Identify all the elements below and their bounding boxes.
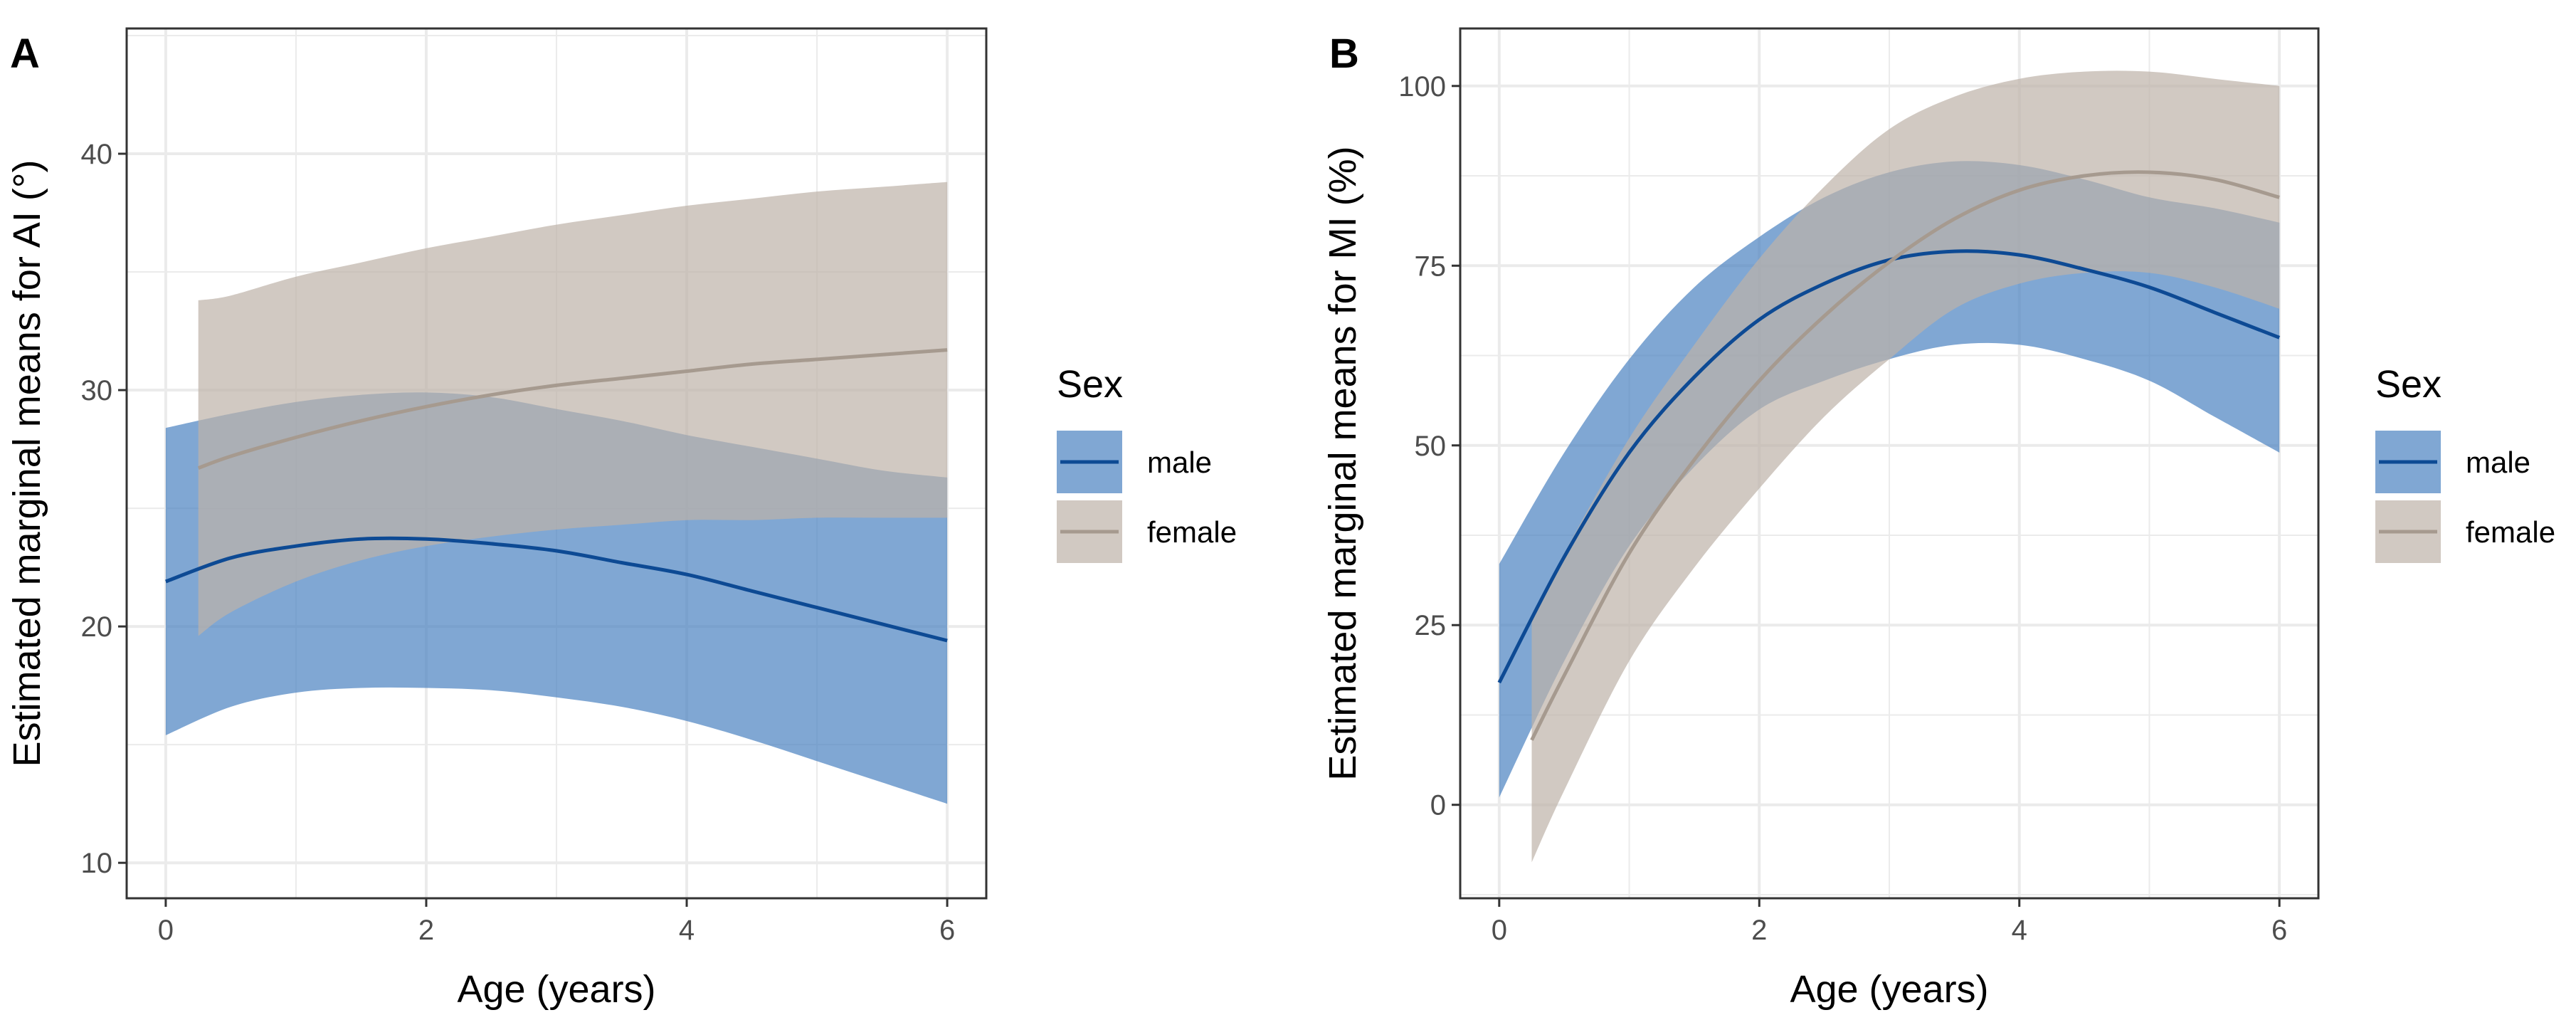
panel-a-legend-label-male: male	[1147, 446, 1212, 479]
y-tick-label: 100	[1398, 71, 1446, 102]
panel-a-letter: A	[10, 31, 40, 77]
panel-b-female-line	[1530, 170, 2280, 741]
panel-b-letter: B	[1329, 31, 1359, 77]
panel-b-border	[1459, 27, 2320, 900]
panel-b-x-ticks: 0 2 4 6	[1492, 898, 2287, 946]
x-tick-label: 0	[1492, 915, 1507, 946]
y-tick-label: 40	[81, 139, 113, 170]
panel-a: A 0 2 4 6 10 20 30 40 Age (years) Estimated ma…	[6, 27, 1237, 1011]
panel-b-legend-label-female: female	[2466, 515, 2555, 549]
x-tick-label: 0	[158, 915, 174, 946]
panel-b-legend-key-female	[2375, 500, 2441, 563]
y-tick-label: 0	[1430, 790, 1446, 821]
panel-a-female-line	[197, 348, 948, 470]
y-tick-label: 25	[1415, 610, 1447, 641]
x-tick-label: 6	[2271, 915, 2287, 946]
panel-b-y-axis-title: Estimated marginal means for MI (%)	[1321, 146, 1364, 780]
y-tick-label: 75	[1415, 251, 1447, 282]
panel-a-male-line	[165, 536, 948, 643]
x-tick-label: 2	[418, 915, 434, 946]
panel-a-x-ticks: 0 2 4 6	[158, 898, 955, 946]
panel-a-legend: Sex male female	[1057, 363, 1237, 563]
y-tick-label: 20	[81, 611, 113, 643]
x-tick-label: 6	[939, 915, 955, 946]
panel-b-female-ci-band	[1531, 70, 2280, 863]
panel-a-legend-key-male	[1057, 431, 1122, 493]
panel-a-y-axis-title: Estimated marginal means for AI (°)	[6, 160, 48, 767]
panel-b-legend-label-male: male	[2466, 446, 2530, 479]
panel-a-x-axis-title: Age (years)	[457, 968, 655, 1011]
y-tick-label: 10	[81, 848, 113, 879]
panel-a-female-ci-band	[198, 182, 948, 636]
panel-b-male-ci-band	[1499, 161, 2280, 798]
panel-b-y-ticks: 0 25 50 75 100	[1398, 71, 1460, 821]
panel-a-legend-key-female	[1057, 500, 1122, 563]
x-tick-label: 4	[679, 915, 695, 946]
panel-a-legend-label-female: female	[1147, 515, 1237, 549]
panel-b-male-line	[1497, 249, 2281, 684]
panel-b-x-axis-title: Age (years)	[1790, 968, 1988, 1011]
panel-b-legend-title: Sex	[2375, 363, 2442, 406]
x-tick-label: 4	[2012, 915, 2027, 946]
panel-b-legend-key-male	[2375, 431, 2441, 493]
y-tick-label: 50	[1415, 431, 1447, 462]
panel-a-legend-title: Sex	[1057, 363, 1123, 406]
panel-a-y-ticks: 10 20 30 40	[81, 139, 127, 879]
x-tick-label: 2	[1751, 915, 1767, 946]
panel-b: B 0 2 4 6 0 25 50 75 100 Age (years) Estimated …	[1321, 27, 2555, 1011]
panel-a-border	[125, 27, 988, 900]
y-tick-label: 30	[81, 375, 113, 406]
panel-b-legend: Sex male female	[2375, 363, 2555, 563]
